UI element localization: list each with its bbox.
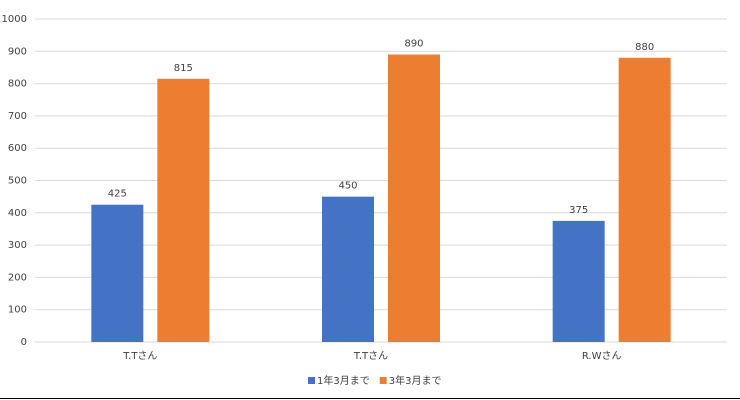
y-tick-label: 300	[8, 240, 27, 251]
bar	[157, 78, 210, 342]
y-tick-label: 400	[8, 208, 27, 219]
x-tick-label: R.Wさん	[582, 350, 622, 362]
y-tick-label: 500	[8, 176, 27, 187]
y-tick-label: 200	[8, 272, 27, 283]
x-tick-label: T.Tさん	[122, 350, 157, 362]
y-tick-label: 700	[8, 111, 27, 122]
y-tick-label: 100	[8, 305, 27, 316]
x-tick-label: T.Tさん	[353, 350, 388, 362]
y-tick-label: 900	[8, 46, 27, 57]
legend-label: 1年3月まで	[317, 374, 370, 387]
y-tick-label: 600	[8, 143, 27, 154]
data-label: 425	[108, 189, 127, 200]
bar	[388, 54, 440, 342]
data-label: 890	[404, 39, 423, 50]
y-tick-label: 0	[21, 337, 27, 348]
data-label: 450	[338, 181, 357, 192]
bar	[552, 220, 605, 342]
data-label: 880	[635, 42, 654, 53]
legend-swatch	[308, 377, 315, 384]
y-tick-label: 800	[8, 79, 27, 90]
data-label: 815	[174, 63, 193, 74]
bar	[322, 196, 374, 342]
bar	[618, 57, 671, 342]
y-tick-label: 1000	[2, 14, 27, 25]
data-label: 375	[569, 205, 588, 216]
legend-swatch	[379, 377, 387, 384]
bar	[91, 204, 144, 342]
legend-label: 3年3月まで	[389, 374, 442, 387]
